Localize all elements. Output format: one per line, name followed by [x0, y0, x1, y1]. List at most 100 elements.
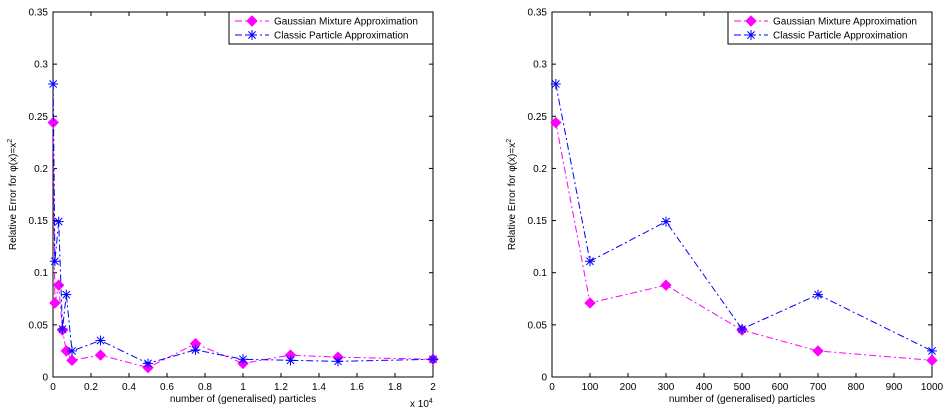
x-tick-label: 400: [696, 382, 713, 393]
chart-right: 0 100 200 300 400 500 600 700 800 900 1000 0 0.05 0.1…: [506, 8, 944, 406]
x-tick-label: 1.8: [388, 382, 402, 393]
series-line: [555, 83, 933, 352]
x-tick-label: 0: [50, 382, 56, 393]
x-tick-label: 1.2: [274, 382, 288, 393]
x-axis-multiplier: x 104: [410, 398, 433, 410]
legend-entry: Gaussian Mixture Approximation: [274, 17, 418, 28]
star-stroke: [49, 80, 58, 88]
x-tick-label: 1.4: [312, 382, 326, 393]
plot-area: [52, 11, 434, 378]
legend-marker: [247, 30, 257, 40]
data-point: [95, 335, 106, 346]
y-tick-label: 0.2: [34, 164, 48, 175]
data-point: [585, 256, 595, 267]
y-axis-label: Relative Error for φ(x)=x2: [506, 139, 518, 250]
x-tick-label: 700: [810, 382, 827, 393]
legend-marker: [246, 15, 258, 27]
data-point: [53, 216, 64, 227]
data-point: [660, 279, 672, 291]
star-stroke: [286, 356, 295, 365]
x-tick-label: 0.4: [122, 382, 136, 393]
legend-entry: Classic Particle Approximation: [274, 31, 409, 42]
legend-box: [727, 11, 933, 45]
data-point: [61, 289, 72, 300]
data-point: [49, 297, 61, 309]
series-line: [555, 122, 933, 361]
legend: Gaussian Mixture Approximation Classic Pa…: [228, 11, 434, 45]
star-stroke: [928, 346, 936, 355]
legend-marker: [745, 15, 757, 27]
star-stroke: [551, 80, 560, 88]
y-tick-label: 0: [541, 373, 547, 384]
x-tick-label: 1: [240, 382, 246, 393]
y-tick-label: 0.2: [533, 164, 547, 175]
data-point: [66, 354, 78, 367]
x-tick-label: 0.6: [160, 382, 174, 393]
x-tick-label: 900: [886, 382, 903, 393]
data-point: [52, 279, 65, 291]
x-tick-label: 800: [848, 382, 865, 393]
x-tick-label: 0.2: [84, 382, 98, 393]
y-tick-label: 0.1: [34, 268, 48, 279]
y-tick-label: 0.05: [29, 320, 49, 331]
data-point: [143, 358, 153, 369]
series-classic-particle: [550, 78, 937, 356]
y-tick-label: 0.15: [29, 216, 49, 227]
y-tick-label: 0.35: [29, 8, 49, 19]
x-axis-label: number of (generalised) particles: [170, 394, 316, 405]
legend-box: [228, 11, 434, 45]
x-tick-label: 200: [620, 382, 637, 393]
star-stroke: [54, 217, 63, 226]
star-stroke: [814, 290, 822, 299]
legend-marker: [746, 30, 756, 40]
x-tick-label: 0: [549, 382, 555, 393]
star-stroke: [96, 336, 105, 345]
data-point: [737, 324, 747, 335]
y-tick-label: 0.1: [533, 268, 547, 279]
star-stroke: [334, 357, 342, 366]
data-point: [47, 116, 59, 129]
y-tick-label: 0.3: [533, 60, 547, 71]
star-stroke: [586, 257, 594, 266]
star-stroke: [68, 346, 76, 355]
star-stroke: [239, 355, 247, 364]
star-stroke: [738, 325, 746, 333]
data-point: [813, 289, 823, 300]
x-tick-label: 300: [658, 382, 675, 393]
legend-entry: Gaussian Mixture Approximation: [773, 17, 917, 28]
x-tick-label: 1.6: [350, 382, 364, 393]
y-tick-label: 0.3: [34, 60, 48, 71]
y-tick-label: 0: [42, 373, 48, 384]
y-tick-label: 0.35: [528, 8, 548, 19]
y-tick-label: 0.25: [528, 112, 548, 123]
data-point: [550, 116, 562, 129]
x-axis-label: number of (generalised) particles: [669, 394, 815, 405]
data-point: [333, 356, 343, 367]
x-tick-label: 500: [734, 382, 751, 393]
x-tick-label: 100: [582, 382, 599, 393]
plot-area: [551, 11, 933, 378]
star-stroke: [248, 31, 256, 39]
data-point: [285, 355, 296, 366]
star-stroke: [50, 257, 59, 266]
y-axis-label: Relative Error for φ(x)=x2: [7, 139, 19, 250]
data-point: [94, 349, 107, 361]
y-tick-label: 0.15: [528, 216, 548, 227]
data-point: [661, 216, 671, 227]
star-stroke: [62, 290, 71, 299]
data-point: [49, 256, 60, 267]
data-point: [812, 345, 824, 357]
data-point: [926, 354, 938, 367]
y-tick-label: 0.05: [528, 320, 548, 331]
x-tick-label: 0.8: [198, 382, 212, 393]
star-stroke: [191, 345, 200, 354]
star-stroke: [144, 359, 152, 368]
data-point: [428, 354, 438, 365]
star-stroke: [58, 325, 67, 333]
data-point: [48, 78, 59, 89]
legend: Gaussian Mixture Approximation Classic Pa…: [727, 11, 933, 45]
data-point: [190, 344, 201, 355]
chart-left: 0 0.2 0.4 0.6 0.8 1 1.2 1.4 1.6 1.8 2 0 0.05 0.1 0.15 0…: [7, 8, 439, 410]
data-point: [927, 345, 937, 356]
